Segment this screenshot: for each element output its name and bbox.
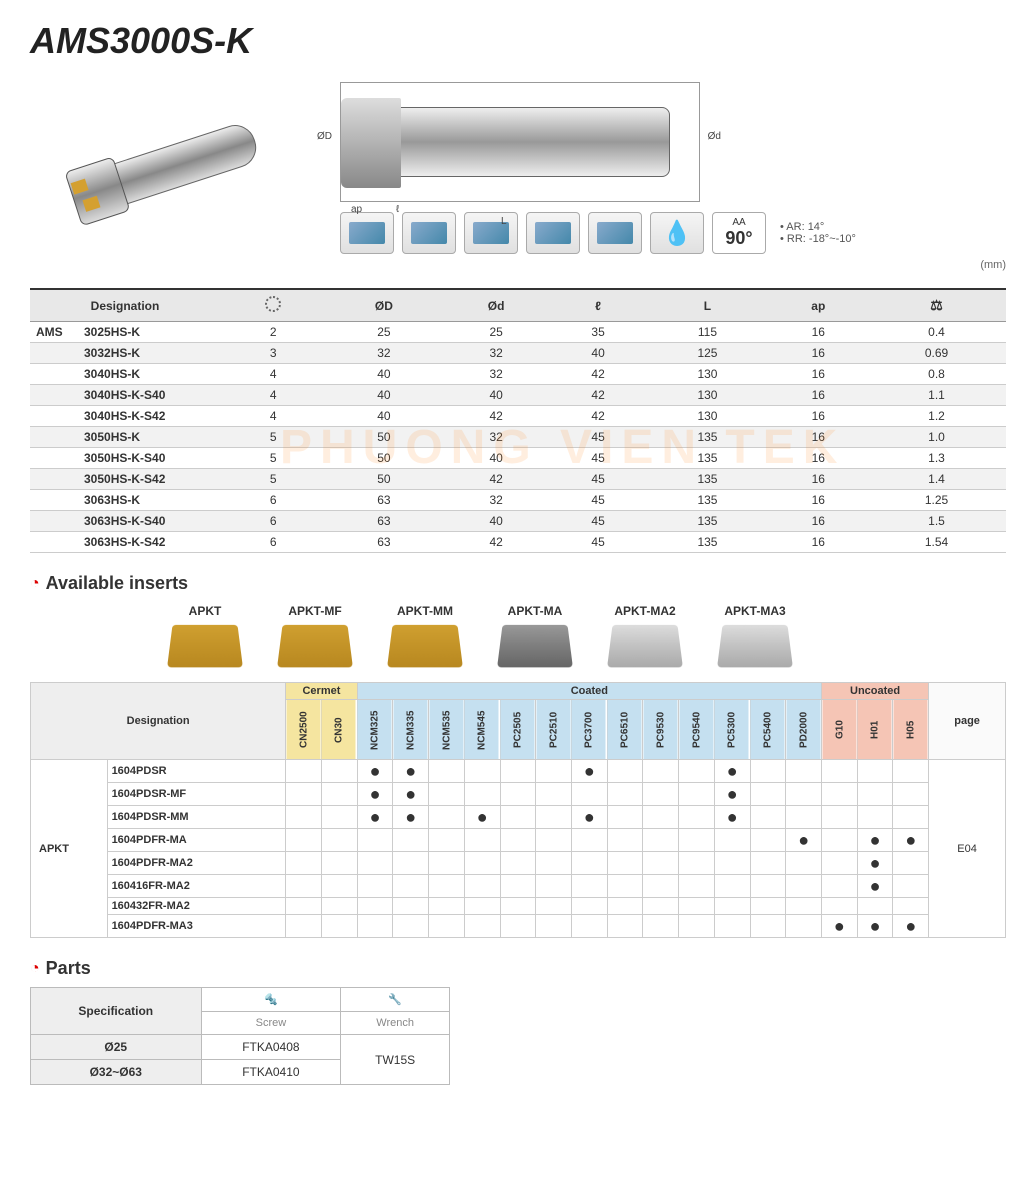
grade-PC5400: PC5400 [750, 700, 786, 760]
insert-type-APKT-MM: APKT-MM [390, 604, 460, 667]
group-uncoated: Uncoated [822, 683, 929, 700]
insert-type-images: APKT APKT-MF APKT-MM APKT-MA APKT-MA2 APKT-MA… [170, 604, 1006, 667]
grade-PD2000: PD2000 [786, 700, 822, 760]
main-th-7 [867, 289, 1006, 322]
dim-L: L [501, 216, 507, 227]
avail-row: 1604PDFR-MA2● [31, 852, 1006, 875]
unit-label: (mm) [340, 259, 1006, 271]
table-row: 3040HS-K-S424404242130161.2 [30, 406, 1006, 427]
grade-NCM535: NCM535 [429, 700, 465, 760]
group-coated: Coated [357, 683, 821, 700]
avail-row: 1604PDSR-MM●●●●● [31, 806, 1006, 829]
dim-l: ℓ [396, 204, 399, 215]
section-parts: Parts [30, 958, 1006, 979]
app-icon-shoulder [402, 212, 456, 254]
grade-H05: H05 [893, 700, 929, 760]
avail-desig-h: Designation [31, 683, 286, 760]
app-icon-ramp [526, 212, 580, 254]
top-row: ØD Ød ap ℓ L 💧 AA 90° • AR: 14° • RR: -1… [30, 82, 1006, 273]
angle-specs: • AR: 14° • RR: -18°~-10° [780, 221, 856, 245]
wrench-icon: 🔧 [341, 988, 450, 1012]
grade-PC9540: PC9540 [679, 700, 715, 760]
angle-label: AA [732, 217, 745, 228]
main-th-3: Ød [441, 289, 550, 322]
angle-box: AA 90° [712, 212, 766, 254]
table-row: 3040HS-K4403242130160.8 [30, 364, 1006, 385]
grade-H01: H01 [857, 700, 893, 760]
grade-NCM335: NCM335 [393, 700, 429, 760]
col-wrench: Wrench [341, 1012, 450, 1035]
angle-value: 90° [725, 228, 752, 249]
col-screw: Screw [201, 1012, 341, 1035]
parts-table: Specification 🔩 🔧 Screw Wrench Ø25FTKA04… [30, 987, 450, 1085]
main-th-5: L [645, 289, 769, 322]
grade-G10: G10 [822, 700, 858, 760]
table-row: 3063HS-K6633245135161.25 [30, 490, 1006, 511]
dimensions-table: Designation ØDØdℓLap AMS3025HS-K225253511… [30, 288, 1006, 553]
product-photo [30, 82, 310, 262]
main-th-1 [220, 289, 326, 322]
dim-Od: Ød [708, 131, 721, 142]
grade-NCM545: NCM545 [464, 700, 500, 760]
dim-ap: ap [351, 204, 362, 215]
page-h: page [929, 683, 1006, 760]
table-row: 3050HS-K5503245135161.0 [30, 427, 1006, 448]
group-cermet: Cermet [286, 683, 357, 700]
grade-PC2505: PC2505 [500, 700, 536, 760]
table-row: 3040HS-K-S404404042130161.1 [30, 385, 1006, 406]
main-th-2: ØD [326, 289, 441, 322]
app-icon-slot [464, 212, 518, 254]
grade-CN30: CN30 [321, 700, 357, 760]
availability-table: Designation Cermet Coated Uncoated page … [30, 682, 1006, 938]
app-icon-face [340, 212, 394, 254]
avail-row: 1604PDFR-MA3●●● [31, 915, 1006, 938]
parts-spec-h: Specification [31, 988, 202, 1035]
page-title: AMS3000S-K [30, 20, 1006, 62]
table-row: 3032HS-K3323240125160.69 [30, 343, 1006, 364]
table-row: 3063HS-K-S426634245135161.54 [30, 532, 1006, 553]
dim-OD: ØD [317, 131, 332, 142]
insert-type-APKT-MF: APKT-MF [280, 604, 350, 667]
grade-PC5300: PC5300 [714, 700, 750, 760]
table-row: 3063HS-K-S406634045135161.5 [30, 511, 1006, 532]
table-row: 3050HS-K-S425504245135161.4 [30, 469, 1006, 490]
main-th-0: Designation [30, 289, 220, 322]
application-icons: 💧 AA 90° • AR: 14° • RR: -18°~-10° [340, 212, 1006, 254]
main-th-6: ap [770, 289, 868, 322]
grade-PC9530: PC9530 [643, 700, 679, 760]
spec-ar: • AR: 14° [780, 221, 856, 233]
spec-rr: • RR: -18°~-10° [780, 233, 856, 245]
grade-PC6510: PC6510 [607, 700, 643, 760]
parts-row: Ø25FTKA0408TW15S [31, 1035, 450, 1060]
avail-row: APKT1604PDSR●●●●E04 [31, 760, 1006, 783]
insert-type-APKT-MA2: APKT-MA2 [610, 604, 680, 667]
app-icon-pocket [588, 212, 642, 254]
main-th-4: ℓ [551, 289, 646, 322]
avail-row: 1604PDFR-MA●●● [31, 829, 1006, 852]
insert-type-APKT-MA: APKT-MA [500, 604, 570, 667]
dimension-diagram: ØD Ød ap ℓ L [340, 82, 700, 202]
grade-PC3700: PC3700 [571, 700, 607, 760]
insert-type-APKT-MA3: APKT-MA3 [720, 604, 790, 667]
avail-row: 160432FR-MA2 [31, 898, 1006, 915]
insert-type-APKT: APKT [170, 604, 240, 667]
avail-row: 1604PDSR-MF●●● [31, 783, 1006, 806]
grade-PC2510: PC2510 [536, 700, 572, 760]
table-row: AMS3025HS-K2252535115160.4 [30, 322, 1006, 343]
avail-row: 160416FR-MA2● [31, 875, 1006, 898]
grade-CN2500: CN2500 [286, 700, 322, 760]
grade-NCM325: NCM325 [357, 700, 393, 760]
table-row: 3050HS-K-S405504045135161.3 [30, 448, 1006, 469]
section-inserts: Available inserts [30, 573, 1006, 594]
coolant-icon: 💧 [650, 212, 704, 254]
screw-icon: 🔩 [201, 988, 341, 1012]
